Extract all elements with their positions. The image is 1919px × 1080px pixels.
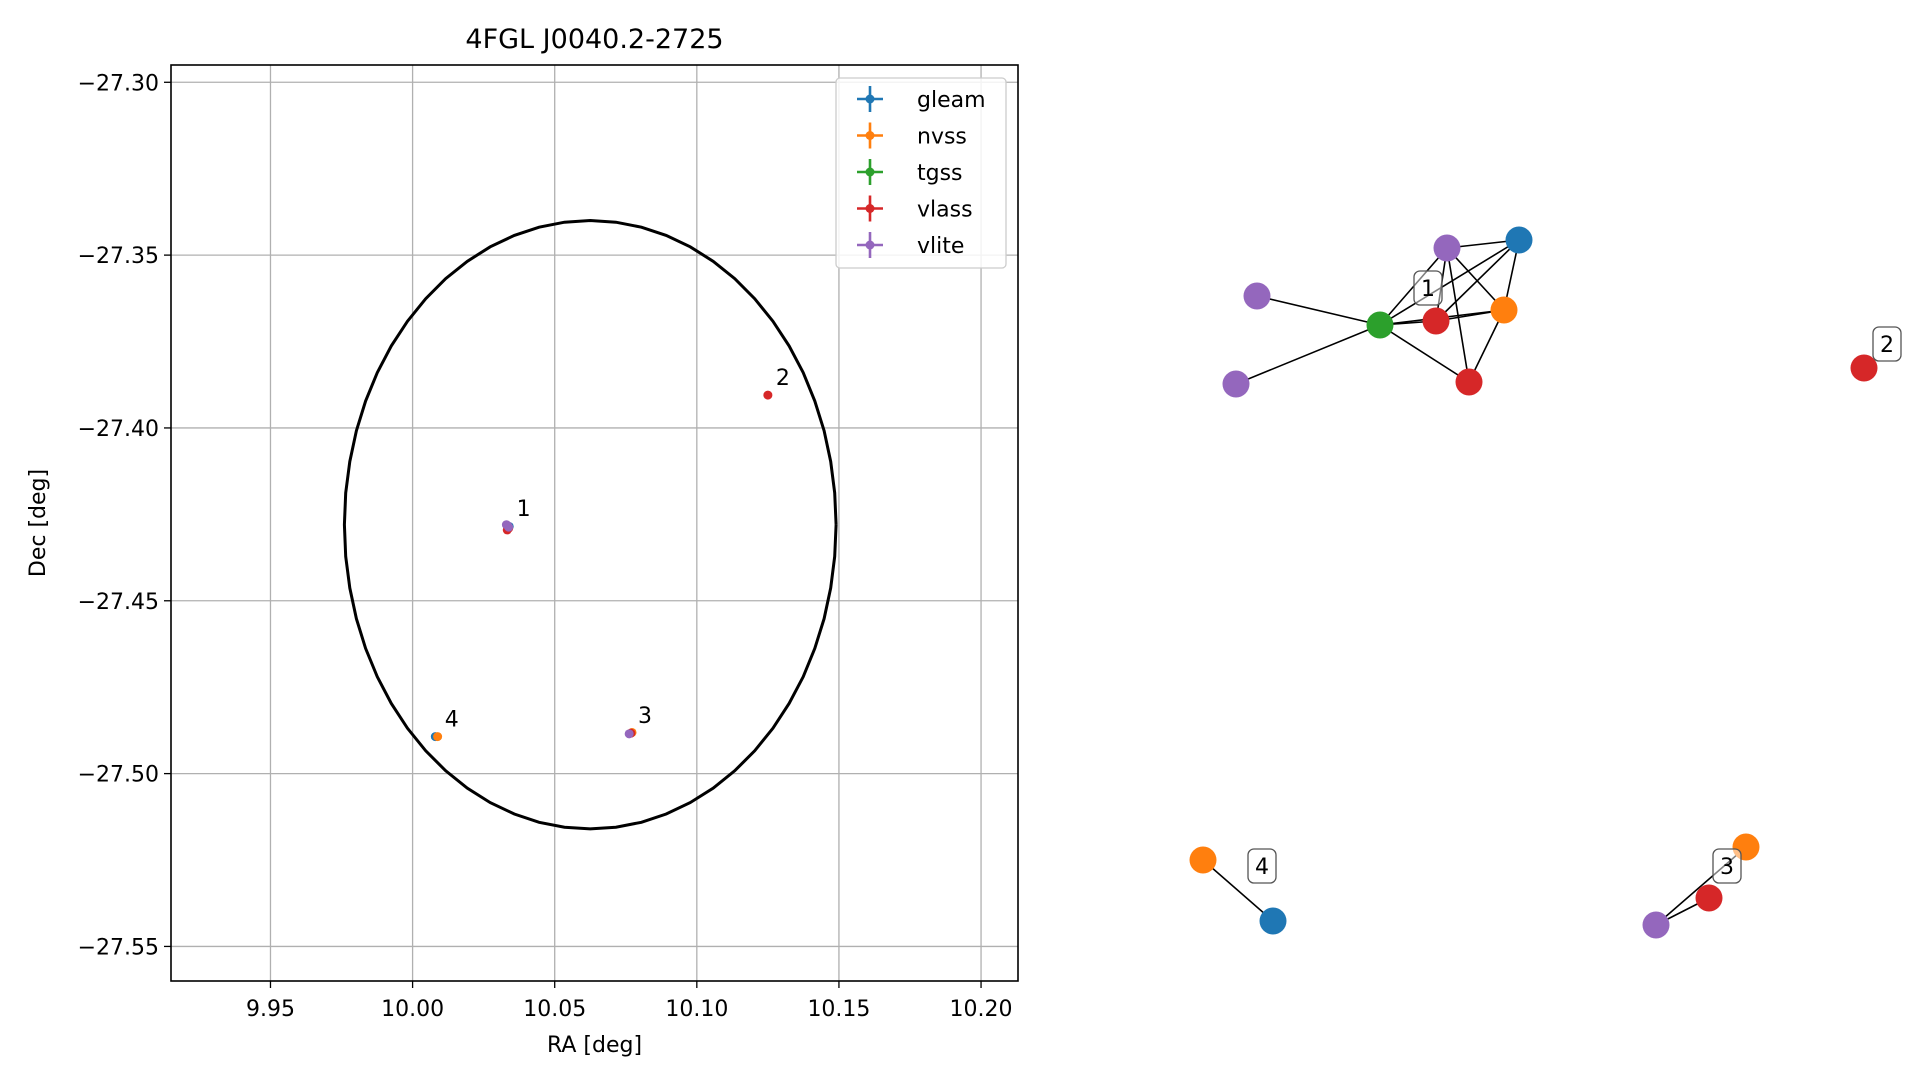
legend-item-vlass: vlass <box>857 195 973 223</box>
x-tick-label: 9.95 <box>246 997 295 1022</box>
legend-label: gleam <box>917 88 986 113</box>
cluster-label-text: 1 <box>1421 277 1435 302</box>
legend-marker <box>865 131 875 140</box>
legend-label: nvss <box>917 125 967 150</box>
legend-marker <box>865 240 875 250</box>
source-label-1: 1 <box>517 497 531 522</box>
x-tick-label: 10.20 <box>950 997 1013 1022</box>
cluster-label-box <box>1872 326 1902 362</box>
cluster-label-3: 3 <box>1712 848 1742 884</box>
source-label-3: 3 <box>638 704 652 729</box>
legend-marker <box>865 204 875 213</box>
y-axis-label: Dec [deg] <box>26 469 51 577</box>
node-tgss <box>1366 311 1394 339</box>
node-nvss <box>1490 296 1518 324</box>
legend-label: vlass <box>917 198 973 223</box>
x-tick-label: 10.15 <box>807 997 870 1022</box>
node-vlass <box>1695 884 1723 912</box>
cluster-label-2: 2 <box>1872 326 1902 362</box>
network-edge <box>1435 239 1520 322</box>
network-edge <box>1379 239 1520 326</box>
cluster-label-box <box>1413 270 1443 306</box>
cluster-label-1: 1 <box>1413 270 1443 306</box>
node-vlite <box>1433 234 1461 262</box>
legend-label: vlite <box>917 234 964 259</box>
point-vlass <box>763 390 773 400</box>
axes-frame <box>170 64 1019 982</box>
node-vlass <box>1850 354 1878 382</box>
y-tick-label: −27.45 <box>78 590 159 615</box>
node-vlass <box>1455 368 1483 396</box>
node-vlass <box>1422 307 1450 335</box>
y-tick-label: −27.40 <box>78 417 159 442</box>
localization-ellipse <box>342 218 838 831</box>
network-edge <box>1256 295 1381 326</box>
legend-item-nvss: nvss <box>857 122 967 150</box>
source-label-4: 4 <box>445 708 459 733</box>
network-nodes <box>1189 226 1878 939</box>
legend-marker <box>865 167 875 177</box>
y-tick-label: −27.30 <box>78 71 159 96</box>
y-tick-label: −27.35 <box>78 244 159 269</box>
node-nvss <box>1189 846 1217 874</box>
cluster-label-4: 4 <box>1247 848 1277 884</box>
legend-marker <box>865 94 875 104</box>
grid <box>171 65 1018 981</box>
data-points <box>430 390 773 742</box>
legend-box <box>835 77 1007 269</box>
source-label-2: 2 <box>776 366 790 391</box>
network-edge <box>1446 247 1470 383</box>
cluster-label-text: 4 <box>1255 855 1269 880</box>
uncertainty-ellipse <box>342 218 838 831</box>
legend-item-tgss: tgss <box>857 159 963 186</box>
point-vlite <box>624 729 634 739</box>
legend-item-gleam: gleam <box>857 86 986 113</box>
node-vlite <box>1642 911 1670 939</box>
cluster-label-box <box>1247 848 1277 884</box>
x-axis-ticks: 9.95 10.00 10.05 10.10 10.15 10.20 <box>246 981 1013 1022</box>
x-axis-label: RA [deg] <box>547 1033 642 1058</box>
network-edge <box>1235 324 1381 385</box>
network-edge <box>1202 859 1274 922</box>
y-axis-ticks: −27.30 −27.35 −27.40 −27.45 −27.50 −27.55 <box>78 71 171 960</box>
legend: gleam nvss tgss vlass vlite <box>835 77 1007 269</box>
y-tick-label: −27.55 <box>78 935 159 960</box>
y-tick-label: −27.50 <box>78 763 159 788</box>
node-vlite <box>1222 370 1250 398</box>
legend-label: tgss <box>917 161 963 186</box>
x-tick-label: 10.10 <box>665 997 728 1022</box>
network-edge <box>1379 324 1470 383</box>
source-annotations: 1 2 3 4 <box>445 366 790 733</box>
point-vlite <box>504 522 514 532</box>
x-tick-label: 10.05 <box>523 997 586 1022</box>
node-vlite <box>1243 282 1271 310</box>
node-gleam <box>1505 226 1533 254</box>
network-edge <box>1446 247 1505 311</box>
cluster-label-text: 3 <box>1720 855 1734 880</box>
plot-title: 4FGL J0040.2-2725 <box>465 24 723 55</box>
node-gleam <box>1259 907 1287 935</box>
legend-item-vlite: vlite <box>857 232 964 259</box>
cluster-label-text: 2 <box>1880 333 1894 358</box>
point-nvss <box>433 732 443 742</box>
association-network: 1 2 3 4 <box>1189 226 1902 939</box>
network-cluster-labels: 1 2 3 4 <box>1247 270 1902 884</box>
sky-map-plot: 1 2 3 4 9.95 10.00 10.05 10.10 10.15 10.20 −27.3… <box>26 24 1019 1058</box>
x-tick-label: 10.00 <box>381 997 444 1022</box>
cluster-label-box <box>1712 848 1742 884</box>
